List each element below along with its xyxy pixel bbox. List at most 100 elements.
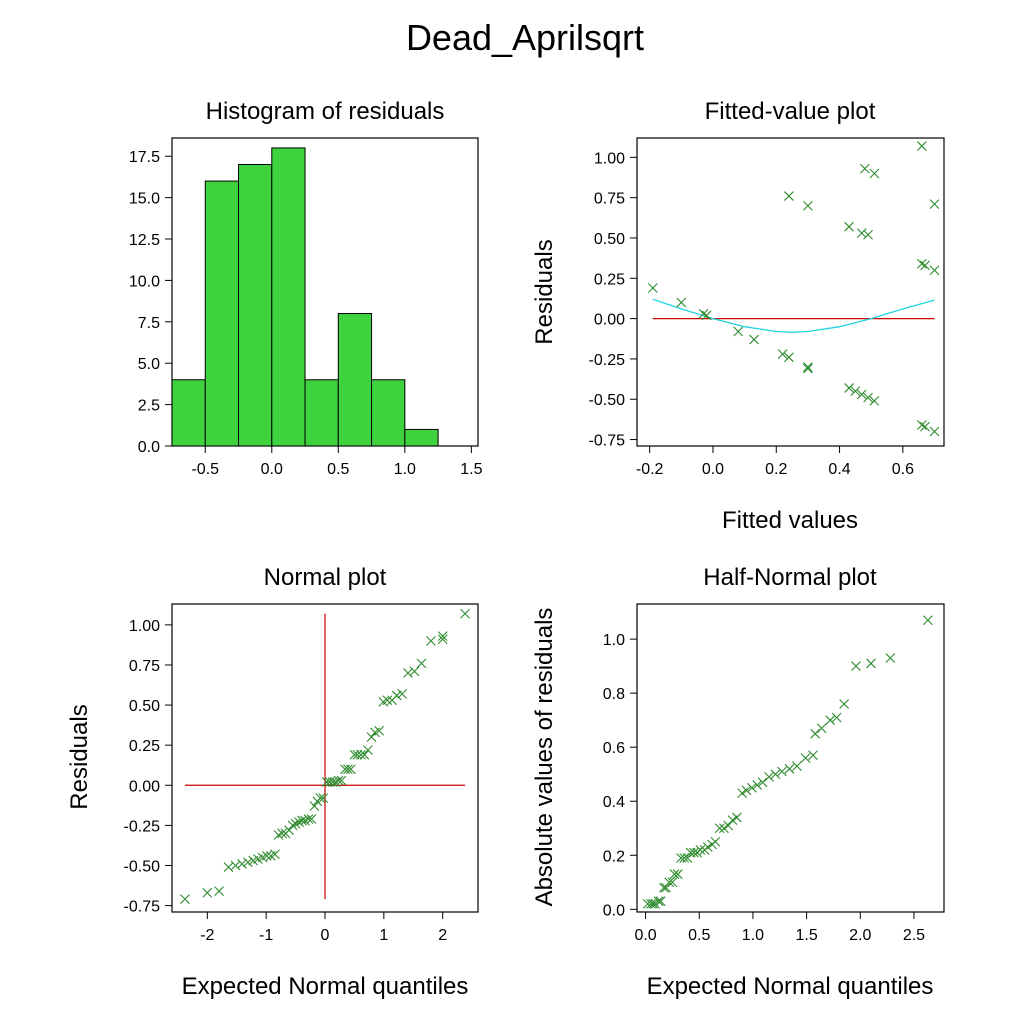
normal-plot-title: Normal plot: [264, 564, 387, 591]
normal-plot-xlabel: Expected Normal quantiles: [182, 973, 469, 1000]
figure-title: Dead_Aprilsqrt: [406, 17, 644, 58]
normal-plot-point: [397, 688, 407, 699]
normal-plot-point: [202, 887, 213, 898]
half-normal-point: [752, 780, 763, 790]
fitted-value-xtick-label: 0.2: [765, 461, 787, 478]
fitted-value-point: [920, 260, 930, 271]
histogram-ytick-label: 7.5: [138, 315, 160, 332]
normal-plot-point: [261, 850, 272, 861]
fitted-value-panel: Fitted-value plot Residuals Fitted value…: [531, 98, 945, 534]
fitted-value-ytick-label: 0.75: [594, 191, 625, 208]
normal-plot-point: [306, 814, 317, 824]
fitted-value-ytick-label: -0.75: [589, 433, 626, 450]
histogram-bar: [371, 379, 406, 447]
histogram-bar: [337, 313, 373, 447]
fitted-value-xtick-label: 0.0: [702, 461, 724, 478]
fitted-value-ytick-label: 1.00: [594, 150, 625, 167]
histogram-ytick-label: 12.5: [129, 232, 160, 249]
half-normal-xtick-label: 1.0: [742, 927, 764, 944]
half-normal-point: [695, 844, 706, 855]
normal-plot-point: [333, 775, 344, 786]
half-normal-point: [702, 842, 713, 853]
normal-plot-point: [346, 764, 356, 775]
histogram-title: Histogram of residuals: [206, 98, 445, 125]
histogram-ytick-label: 10.0: [129, 273, 160, 290]
fitted-value-ytick-label: 0.25: [594, 271, 625, 288]
half-normal-point: [655, 896, 666, 907]
fitted-value-point: [859, 163, 870, 174]
half-normal-xtick-label: 1.5: [795, 927, 817, 944]
half-normal-panel: Half-Normal plot Absolute values of resi…: [531, 564, 945, 1000]
normal-plot-point: [214, 886, 224, 897]
fitted-value-point: [869, 395, 880, 406]
normal-plot-point: [403, 668, 413, 678]
half-normal-point: [800, 753, 811, 763]
normal-plot-point: [437, 631, 448, 641]
half-normal-point: [679, 853, 690, 863]
normal-plot-point: [374, 725, 385, 736]
normal-plot-ytick-label: 0.75: [129, 658, 160, 675]
fitted-value-title: Fitted-value plot: [705, 98, 876, 125]
normal-plot-point: [356, 749, 366, 760]
half-normal-xtick-label: 2.0: [849, 927, 871, 944]
fitted-value-point: [869, 168, 880, 179]
normal-plot-point: [180, 894, 190, 905]
fitted-value-point: [856, 389, 867, 400]
fitted-value-plot-area: -0.2 0.0 0.2 0.4 0.6 -0.75 -0.50 -0.25 0.00 0.25 0…: [589, 137, 945, 478]
half-normal-point: [808, 750, 818, 761]
fitted-value-point: [929, 426, 940, 437]
normal-plot-point: [318, 793, 329, 803]
normal-plot-xtick-label: 1: [379, 927, 388, 944]
normal-plot-xtick-label: 0: [321, 927, 330, 944]
half-normal-point: [669, 869, 680, 880]
half-normal-point: [653, 896, 664, 907]
normal-plot-ytick-label: 1.00: [129, 618, 160, 635]
normal-plot-point: [270, 849, 280, 860]
half-normal-xlabel: Expected Normal quantiles: [647, 973, 934, 1000]
half-normal-point: [810, 728, 821, 739]
normal-plot-point: [243, 857, 253, 868]
half-normal-plot-area: 0.0 0.5 1.0 1.5 2.0 2.5 0.0 0.2 0.4 0.6 0.8 1.0: [603, 603, 945, 944]
normal-plot-xtick-label: -1: [259, 927, 273, 944]
half-normal-point: [661, 882, 671, 893]
half-normal-ytick-label: 0.4: [603, 794, 625, 811]
normal-plot-point: [366, 732, 377, 743]
half-normal-ytick-label: 0.6: [603, 740, 625, 757]
half-normal-point: [719, 823, 729, 834]
half-normal-point: [866, 658, 876, 669]
normal-plot-panel: Normal plot Residuals Expected Normal qu…: [66, 564, 479, 1000]
normal-plot-point: [230, 860, 241, 871]
normal-plot-xtick-label: -2: [200, 927, 214, 944]
normal-plot-point: [359, 749, 370, 760]
fitted-value-point: [844, 383, 854, 393]
fitted-value-point: [929, 199, 940, 210]
normal-plot-point: [363, 745, 373, 755]
fitted-value-ytick-label: -0.25: [589, 352, 626, 369]
half-normal-point: [648, 899, 658, 909]
half-normal-point: [764, 772, 774, 782]
fitted-value-point: [850, 386, 861, 397]
half-normal-point: [825, 715, 836, 726]
histogram-ytick-label: 15.0: [129, 191, 160, 208]
normal-plot-point: [416, 658, 427, 669]
half-normal-point: [710, 836, 721, 847]
half-normal-point: [737, 788, 748, 799]
half-normal-point: [831, 712, 842, 723]
half-normal-point: [727, 815, 738, 826]
normal-plot-ytick-label: 0.50: [129, 698, 160, 715]
normal-plot-point: [426, 636, 436, 646]
half-normal-point: [664, 877, 675, 888]
histogram-panel: Histogram of residuals -0.5 0.0 0.5 1.0 1.5 0…: [129, 98, 483, 478]
normal-plot-point: [330, 777, 341, 787]
normal-plot-point: [309, 801, 320, 812]
fitted-value-xlabel: Fitted values: [722, 507, 858, 534]
fitted-value-point: [784, 352, 794, 363]
half-normal-point: [816, 723, 827, 734]
fitted-value-frame: [636, 137, 945, 447]
half-normal-xtick-label: 0.0: [634, 927, 656, 944]
fitted-value-xtick-label: 0.4: [828, 461, 850, 478]
half-normal-title: Half-Normal plot: [703, 564, 877, 591]
normal-plot-ylabel: Residuals: [66, 704, 93, 809]
fitted-value-point: [916, 420, 927, 430]
